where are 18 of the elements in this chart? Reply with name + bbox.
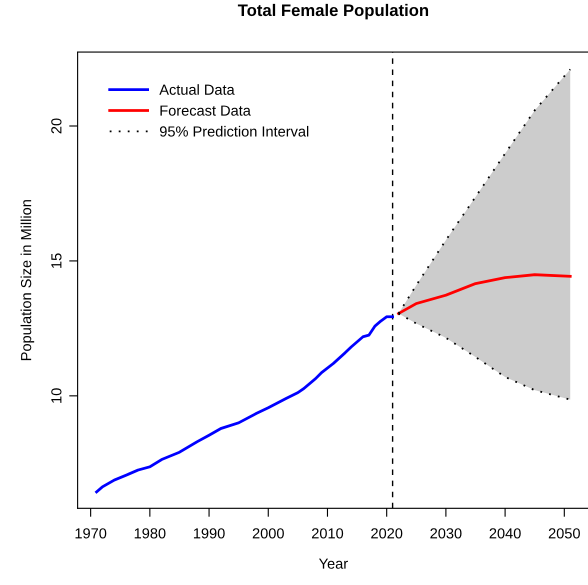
x-tick-label: 2020 xyxy=(371,528,402,539)
x-tick-label: 1990 xyxy=(194,528,225,539)
x-tick-label: 2040 xyxy=(490,528,521,539)
y-axis-title: Population Size in Million xyxy=(20,200,34,360)
x-tick-label: 1980 xyxy=(134,528,166,539)
x-tick-label: 2030 xyxy=(430,528,462,539)
x-tick-label: 2010 xyxy=(312,528,344,539)
legend-label: Actual Data xyxy=(159,84,235,95)
x-tick-label: 2000 xyxy=(252,528,284,539)
x-tick-label: 1970 xyxy=(76,528,106,539)
y-tick-label: 20 xyxy=(51,118,62,134)
y-tick-label: 10 xyxy=(51,388,62,403)
y-tick-label: 15 xyxy=(51,253,62,268)
legend-label: Forecast Data xyxy=(160,106,251,116)
x-tick-label: 2050 xyxy=(548,528,580,539)
x-axis-title: Year xyxy=(318,558,348,569)
chart-title: Total Female Population xyxy=(238,4,428,20)
legend-label: 95% Prediction Interval xyxy=(160,126,308,137)
